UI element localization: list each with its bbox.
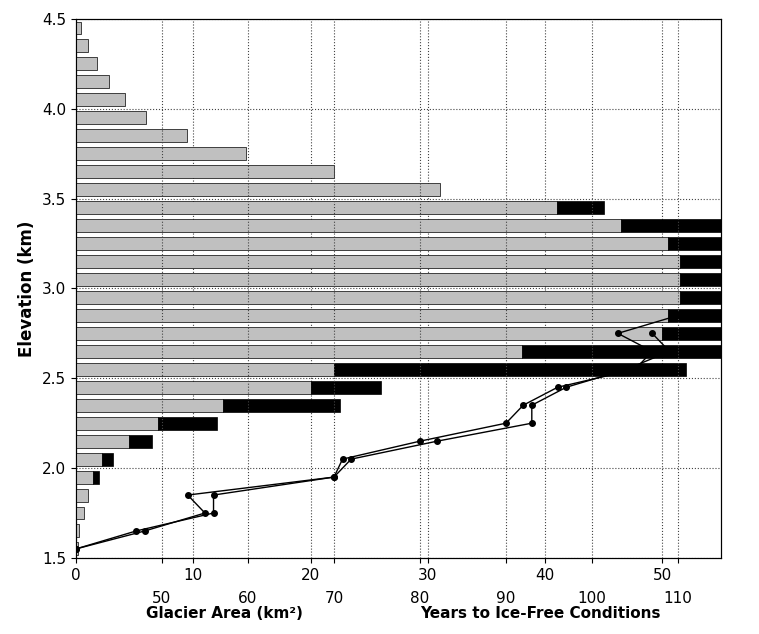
Bar <box>334 363 686 376</box>
Bar <box>680 255 759 268</box>
Bar <box>76 183 439 196</box>
Bar <box>76 345 521 358</box>
Bar <box>76 165 334 178</box>
Text: Years to Ice-Free Conditions: Years to Ice-Free Conditions <box>420 606 660 621</box>
Bar <box>76 507 84 519</box>
Bar <box>76 237 668 250</box>
Bar <box>76 201 557 214</box>
Bar <box>76 39 87 53</box>
Bar <box>76 22 80 34</box>
Bar <box>680 273 759 286</box>
Bar <box>76 363 334 376</box>
Bar <box>663 327 759 340</box>
Bar <box>76 147 246 160</box>
Bar <box>76 381 310 394</box>
Bar <box>76 435 129 448</box>
Bar <box>76 327 663 340</box>
Bar <box>622 219 732 232</box>
Bar <box>76 453 102 465</box>
Bar <box>76 219 622 232</box>
Bar <box>76 417 158 430</box>
Bar <box>668 309 759 322</box>
Bar <box>76 470 93 484</box>
Bar <box>76 255 680 268</box>
Bar <box>129 435 152 448</box>
Bar <box>222 399 340 411</box>
Bar <box>310 381 381 394</box>
Bar <box>158 417 216 430</box>
Bar <box>668 237 759 250</box>
Bar <box>76 309 668 322</box>
Text: Glacier Area (km²): Glacier Area (km²) <box>146 606 303 621</box>
Bar <box>680 291 759 304</box>
Bar <box>76 291 680 304</box>
Y-axis label: Elevation (km): Elevation (km) <box>18 220 36 357</box>
Bar <box>93 470 99 484</box>
Bar <box>76 524 80 538</box>
Bar <box>76 489 87 501</box>
Bar <box>76 543 77 555</box>
Bar <box>76 58 97 70</box>
Bar <box>76 273 680 286</box>
Bar <box>76 399 222 411</box>
Bar <box>102 453 113 465</box>
Bar <box>76 129 187 142</box>
Bar <box>521 345 759 358</box>
Bar <box>76 93 125 107</box>
Bar <box>76 75 109 88</box>
Bar <box>76 112 146 124</box>
Bar <box>557 201 603 214</box>
